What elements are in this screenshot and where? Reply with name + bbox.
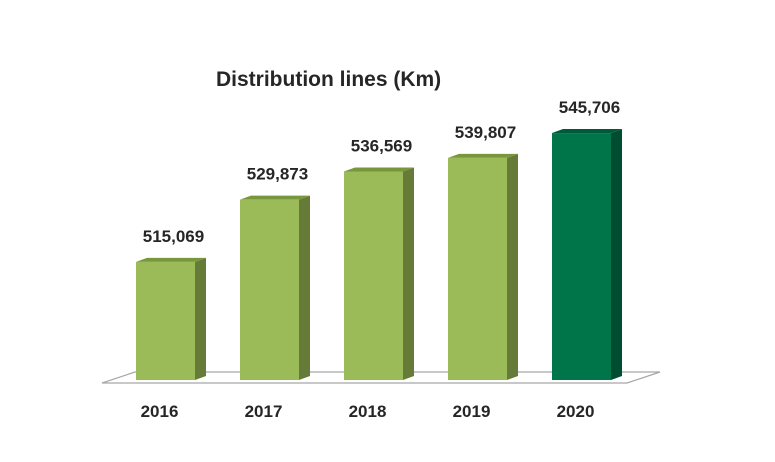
bar	[344, 171, 403, 380]
bar	[240, 199, 299, 380]
bar-side	[299, 195, 310, 380]
x-tick-label: 2019	[453, 402, 491, 421]
x-tick-label: 2020	[557, 402, 595, 421]
data-label: 545,706	[559, 98, 620, 117]
x-tick-label: 2016	[141, 402, 179, 421]
bar-side	[611, 129, 622, 380]
bar-top	[136, 257, 206, 262]
data-label: 529,873	[247, 165, 308, 184]
bar-side	[507, 153, 518, 380]
bar	[552, 133, 611, 380]
data-label: 515,069	[143, 227, 204, 246]
bar-top	[552, 129, 622, 134]
bar-top	[344, 167, 414, 172]
x-tick-label: 2018	[349, 402, 387, 421]
x-tick-label: 2017	[245, 402, 283, 421]
bar	[136, 261, 195, 380]
bar-side	[403, 167, 414, 380]
data-label: 536,569	[351, 136, 412, 155]
bar-top	[240, 195, 310, 200]
chart-title: Distribution lines (Km)	[216, 68, 442, 91]
bar	[448, 157, 507, 380]
bar-side	[195, 257, 206, 380]
bar-top	[448, 153, 518, 158]
data-label: 539,807	[455, 123, 516, 142]
